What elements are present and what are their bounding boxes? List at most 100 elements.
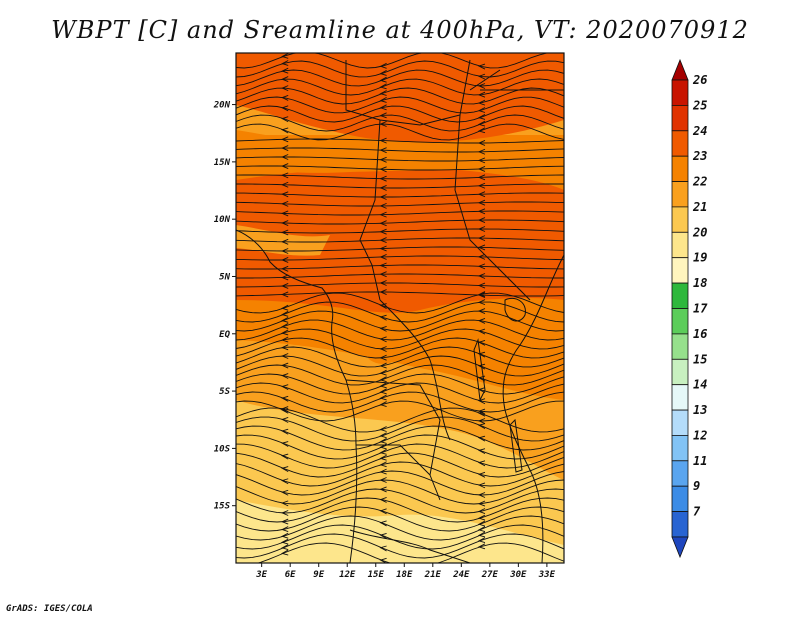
streamline — [236, 282, 564, 288]
colorbar-segment — [671, 511, 689, 538]
chart-title: WBPT [C] and Sreamline at 400hPa, VT: 20… — [51, 16, 749, 44]
streamline — [236, 391, 564, 413]
streamline — [236, 328, 564, 350]
streamline-arrow — [477, 263, 486, 270]
streamline-arrow — [281, 336, 289, 343]
streamline — [236, 506, 564, 532]
streamline — [236, 264, 564, 270]
colorbar-label: 21 — [692, 200, 707, 214]
streamline-arrow — [477, 63, 486, 70]
streamline-arrow — [477, 114, 486, 120]
streamline-arrow — [477, 328, 486, 335]
colorbar-segment — [671, 358, 689, 386]
colorbar-label: 26 — [692, 73, 707, 87]
streamline-arrow — [281, 538, 289, 545]
streamline-arrow — [477, 157, 486, 164]
streamline-arrow — [477, 318, 486, 324]
colorbar-label: 19 — [693, 251, 707, 265]
streamline — [236, 87, 564, 105]
colorbar-segment — [671, 105, 689, 132]
streamline-arrow — [379, 468, 387, 475]
streamline-arrow — [379, 70, 387, 76]
streamline-arrow — [379, 388, 387, 395]
streamline-arrow — [379, 557, 387, 563]
streamline — [236, 156, 564, 162]
streamline-arrow — [281, 304, 289, 311]
streamline-arrow — [281, 145, 289, 151]
streamline-arrow — [281, 453, 289, 460]
colorbar-label: 14 — [693, 378, 707, 392]
streamline-arrow — [379, 362, 387, 369]
streamline-arrow — [477, 435, 486, 442]
streamline-arrow — [379, 156, 387, 163]
colorbar-label: 15 — [693, 352, 707, 366]
streamline-arrow — [281, 384, 289, 391]
streamline-arrow — [477, 73, 486, 80]
streamline — [236, 291, 564, 297]
streamline — [236, 416, 564, 442]
streamline — [236, 228, 564, 234]
streamline-arrow — [379, 194, 387, 200]
streamline — [236, 96, 564, 114]
streamline-arrow — [477, 500, 486, 507]
streamline-arrow — [379, 369, 387, 376]
streamline — [236, 461, 564, 487]
streamline-arrow — [281, 136, 289, 143]
streamline-arrow — [477, 482, 486, 489]
streamline-arrow — [379, 185, 387, 191]
streamline-arrow — [379, 497, 387, 503]
streamline-arrow — [281, 53, 289, 59]
streamline-arrow — [281, 549, 289, 556]
border-line-2 — [359, 119, 381, 301]
streamline-arrow — [281, 116, 289, 123]
streamline — [236, 310, 564, 332]
streamline-arrow — [477, 291, 486, 297]
colorbar-label: 25 — [692, 98, 707, 112]
streamline-arrow — [477, 99, 486, 106]
streamline-arrow — [477, 514, 486, 521]
streamline — [256, 542, 564, 563]
streamline — [236, 237, 564, 243]
streamline-arrow — [379, 346, 387, 352]
streamline-arrow — [379, 104, 387, 111]
streamline-arrow — [379, 211, 387, 218]
lake-malawi — [509, 418, 523, 473]
streamline-arrow — [379, 202, 387, 209]
streamline — [236, 53, 551, 69]
streamline-arrow — [379, 438, 387, 444]
streamline-arrow — [379, 137, 387, 144]
streamline — [236, 255, 564, 261]
streamline-arrow — [477, 140, 486, 146]
lat-tick-label: 5S — [219, 387, 230, 397]
streamlines — [236, 53, 564, 563]
streamline-arrow — [379, 271, 387, 278]
streamline-arrow — [281, 238, 289, 245]
streamline-arrow — [477, 520, 486, 527]
streamline-arrow — [477, 208, 486, 215]
colorbar-bottom-arrow — [671, 536, 689, 559]
streamline-arrow — [281, 105, 289, 112]
streamline — [236, 60, 564, 78]
streamline-arrow — [477, 410, 486, 417]
colorbar-label: 22 — [692, 175, 707, 189]
streamline — [236, 452, 564, 478]
streamline-arrow — [379, 83, 387, 90]
streamline-arrow — [379, 532, 387, 539]
lat-tick-label: 20N — [213, 101, 231, 111]
wbpt-band-21-patch — [236, 225, 330, 256]
streamline — [236, 434, 564, 460]
streamline — [236, 192, 564, 198]
wbpt-band-20-south — [236, 500, 564, 563]
colorbar-segment — [671, 155, 689, 182]
lat-tick-label: 10S — [214, 444, 231, 454]
streamline-arrow — [379, 121, 387, 127]
streamline-arrow — [477, 408, 486, 415]
colorbar-segment — [671, 434, 689, 462]
streamline-arrow — [379, 97, 387, 103]
streamline-arrow — [477, 226, 486, 232]
streamline-arrow — [281, 200, 289, 207]
colorbar-segment — [671, 282, 689, 309]
streamline — [236, 470, 564, 496]
border-line-4 — [379, 299, 451, 441]
colorbar-label: 16 — [693, 327, 707, 341]
